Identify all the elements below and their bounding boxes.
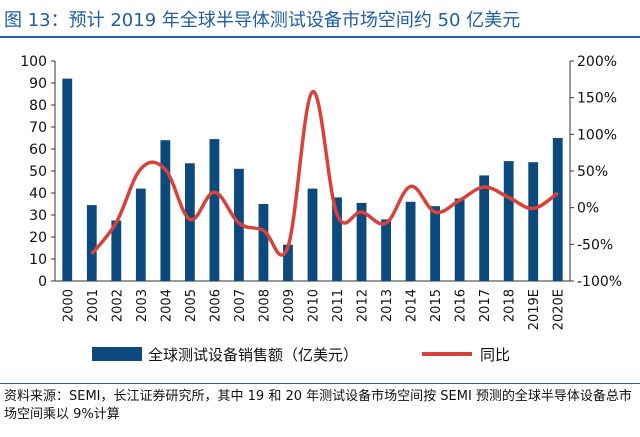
x-tick-label: 2013 bbox=[380, 289, 395, 322]
x-tick-label: 2018 bbox=[503, 289, 518, 322]
x-tick-label: 2014 bbox=[405, 289, 420, 322]
y-left-tick-label: 20 bbox=[29, 230, 47, 246]
x-tick-label: 2012 bbox=[356, 289, 371, 322]
y-right-tick-label: 50% bbox=[577, 164, 608, 180]
bar bbox=[430, 206, 441, 281]
bar bbox=[184, 163, 195, 281]
y-left-tick-label: 80 bbox=[29, 98, 47, 114]
bar bbox=[332, 197, 342, 281]
x-tick-label: 2011 bbox=[331, 289, 346, 322]
legend-label-bar: 全球测试设备销售额（亿美元） bbox=[148, 346, 358, 364]
x-tick-label: 2010 bbox=[307, 289, 322, 322]
bar bbox=[160, 140, 171, 281]
x-tick-label: 2009 bbox=[282, 289, 297, 322]
x-tick-label: 2000 bbox=[61, 289, 76, 322]
figure-title-bar: 图 13：预计 2019 年全球半导体测试设备市场空间约 50 亿美元 bbox=[0, 0, 640, 40]
x-tick-label: 2007 bbox=[233, 289, 248, 322]
x-tick-label: 2017 bbox=[478, 289, 493, 322]
source-divider bbox=[0, 383, 640, 384]
x-tick-label: 2006 bbox=[208, 289, 223, 322]
source-note: 资料来源：SEMI，长江证券研究所，其中 19 和 20 年测试设备市场空间按 … bbox=[4, 389, 632, 422]
yoy-line bbox=[90, 90, 559, 257]
x-tick-label: 2008 bbox=[257, 289, 272, 322]
y-right-tick-label: 200% bbox=[577, 54, 617, 70]
y-left-tick-label: 10 bbox=[29, 252, 47, 268]
y-left-tick-label: 50 bbox=[29, 164, 47, 180]
x-tick-label: 2004 bbox=[159, 289, 174, 322]
bar bbox=[135, 188, 146, 281]
bar bbox=[552, 138, 563, 281]
x-tick-label: 2020E bbox=[552, 289, 567, 330]
y-left-tick-label: 0 bbox=[38, 274, 47, 290]
bar bbox=[307, 188, 318, 281]
y-right-tick-label: 150% bbox=[577, 91, 617, 107]
x-tick-label: 2001 bbox=[86, 289, 101, 322]
x-tick-label: 2003 bbox=[135, 289, 150, 322]
y-left-tick-label: 70 bbox=[29, 120, 47, 136]
title-divider bbox=[0, 36, 640, 38]
chart: 0 10 20 30 40 50 60 70 80 90 100 -100% -50% 0% 50% 100%… bbox=[20, 54, 622, 364]
x-tick-label: 2019E bbox=[527, 289, 542, 330]
bar bbox=[86, 205, 97, 281]
bar bbox=[111, 220, 122, 281]
y-left-tick-label: 40 bbox=[29, 186, 47, 202]
x-tick-label: 2015 bbox=[429, 289, 444, 322]
bar bbox=[405, 201, 416, 281]
bar bbox=[258, 204, 269, 281]
y-right-tick-label: -100% bbox=[577, 274, 622, 290]
bar bbox=[528, 162, 539, 281]
y-left-tick-label: 60 bbox=[29, 142, 47, 158]
bar bbox=[356, 202, 367, 281]
x-tick-label: 2005 bbox=[184, 289, 199, 322]
y-right-tick-label: 0% bbox=[577, 201, 599, 217]
bar bbox=[454, 198, 465, 281]
bar bbox=[479, 175, 490, 281]
x-tick-label: 2016 bbox=[454, 289, 469, 322]
bar bbox=[283, 244, 293, 281]
bar bbox=[503, 161, 514, 281]
figure-title: 图 13：预计 2019 年全球半导体测试设备市场空间约 50 亿美元 bbox=[4, 10, 521, 31]
bar bbox=[381, 219, 391, 281]
legend-swatch-bar bbox=[92, 347, 142, 361]
y-left-tick-label: 100 bbox=[20, 54, 47, 70]
x-tick-label: 2002 bbox=[110, 289, 125, 322]
y-left-tick-label: 30 bbox=[29, 208, 47, 224]
bar bbox=[209, 139, 220, 281]
y-right-tick-label: 100% bbox=[577, 127, 617, 143]
y-left-tick-label: 90 bbox=[29, 76, 47, 92]
bar bbox=[62, 78, 73, 281]
legend-label-line: 同比 bbox=[480, 346, 510, 364]
y-right-tick-label: -50% bbox=[577, 237, 613, 253]
